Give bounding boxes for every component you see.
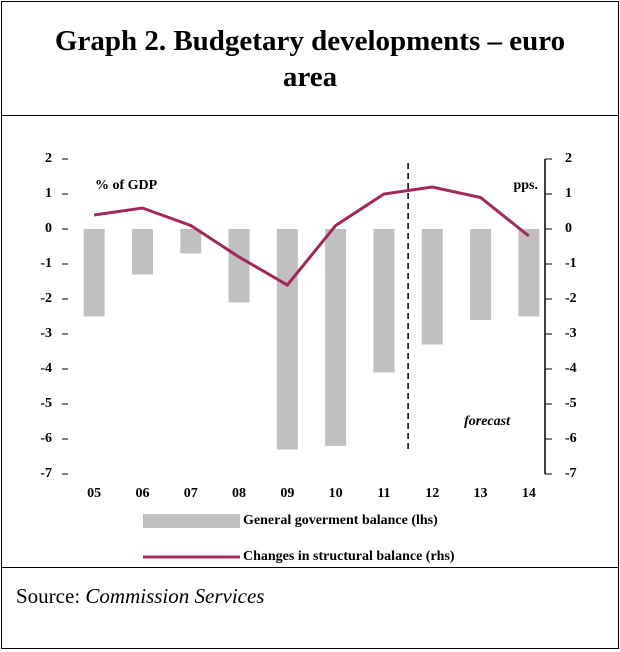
y-tick-label: -6 bbox=[40, 431, 52, 446]
bar bbox=[373, 229, 395, 373]
source: Source: Commission Services bbox=[16, 584, 264, 609]
y2-tick-label: -6 bbox=[565, 431, 577, 446]
y-tick-label: -5 bbox=[40, 396, 52, 411]
y-tick-label: -2 bbox=[40, 291, 52, 306]
y-tick-label: -7 bbox=[40, 466, 52, 481]
y2-tick-label: -3 bbox=[565, 326, 577, 341]
bar bbox=[131, 229, 153, 275]
source-text: Commission Services bbox=[85, 584, 265, 608]
x-tick-label: 13 bbox=[474, 486, 488, 501]
x-tick-label: 09 bbox=[280, 486, 294, 501]
legend-label: General goverment balance (lhs) bbox=[243, 513, 438, 528]
y-tick-label: 0 bbox=[45, 221, 52, 236]
y2-annotation: pps. bbox=[513, 178, 538, 193]
y2-tick-label: 1 bbox=[565, 186, 572, 201]
y2-tick-label: 0 bbox=[565, 221, 572, 236]
x-tick-label: 07 bbox=[184, 486, 198, 501]
separator bbox=[2, 567, 618, 568]
x-tick-label: 05 bbox=[87, 486, 101, 501]
y-tick-label: -4 bbox=[40, 361, 52, 376]
legend-swatch bbox=[143, 514, 240, 528]
source-label: Source: bbox=[16, 584, 81, 608]
y2-tick-label: -2 bbox=[565, 291, 577, 306]
y-annotation: % of GDP bbox=[95, 178, 158, 193]
x-tick-label: 14 bbox=[522, 486, 536, 501]
y2-tick-label: 2 bbox=[565, 151, 572, 166]
bar bbox=[180, 229, 202, 254]
bar bbox=[276, 229, 298, 450]
y-tick-label: -3 bbox=[40, 326, 52, 341]
x-tick-label: 12 bbox=[425, 486, 439, 501]
y2-tick-label: -4 bbox=[565, 361, 577, 376]
y2-tick-label: -1 bbox=[565, 256, 577, 271]
y2-tick-label: -5 bbox=[565, 396, 577, 411]
bar bbox=[83, 229, 105, 317]
forecast-annotation: forecast bbox=[464, 414, 511, 429]
legend-label: Changes in structural balance (rhs) bbox=[243, 549, 455, 564]
y-tick-label: -1 bbox=[40, 256, 52, 271]
bar bbox=[518, 229, 540, 317]
y2-tick-label: -7 bbox=[565, 466, 577, 481]
bar bbox=[325, 229, 347, 446]
x-tick-label: 06 bbox=[135, 486, 149, 501]
bar bbox=[421, 229, 443, 345]
x-tick-label: 10 bbox=[329, 486, 343, 501]
chart-title: Graph 2. Budgetary developments – euro a… bbox=[2, 2, 618, 116]
y-tick-label: 2 bbox=[45, 151, 52, 166]
x-tick-label: 11 bbox=[377, 486, 390, 501]
y-tick-label: 1 bbox=[45, 186, 52, 201]
line bbox=[93, 185, 530, 287]
bar bbox=[228, 229, 250, 303]
bar bbox=[470, 229, 492, 320]
x-tick-label: 08 bbox=[232, 486, 246, 501]
